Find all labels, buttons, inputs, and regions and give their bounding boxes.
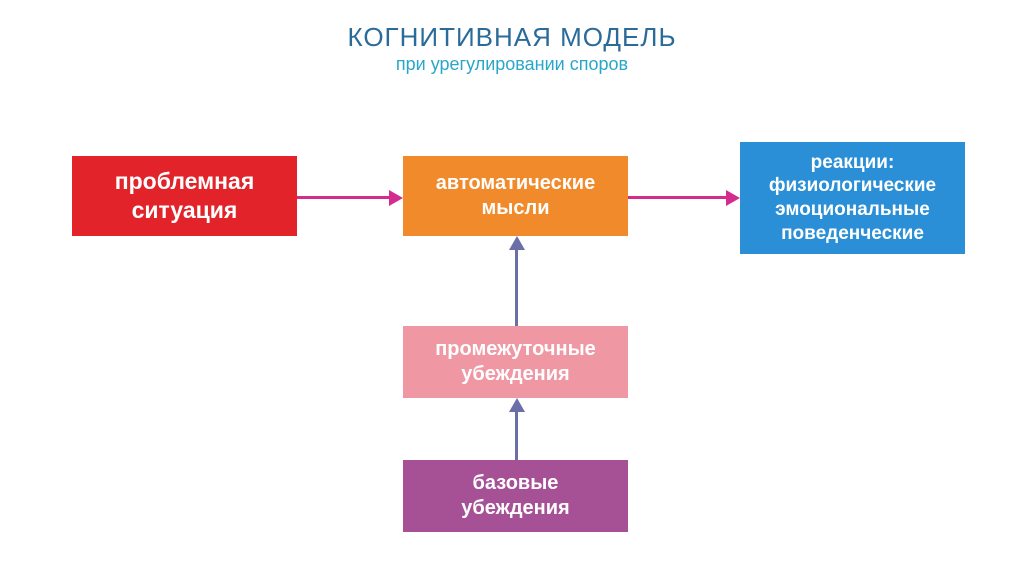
node-label: реакции:физиологическиеэмоциональныепове… — [769, 151, 936, 246]
diagram-title: КОГНИТИВНАЯ МОДЕЛЬ — [0, 22, 1024, 53]
diagram-subtitle: при урегулировании споров — [0, 54, 1024, 75]
node-base-beliefs: базовыеубеждения — [403, 460, 628, 532]
node-label: промежуточныеубеждения — [435, 337, 596, 387]
node-label: базовыеубеждения — [461, 471, 569, 521]
node-problem-situation: проблемнаяситуация — [72, 156, 297, 236]
node-label: автоматическиемысли — [436, 171, 595, 221]
node-reactions: реакции:физиологическиеэмоциональныепове… — [740, 142, 965, 254]
node-label: проблемнаяситуация — [115, 167, 255, 225]
node-intermediate-beliefs: промежуточныеубеждения — [403, 326, 628, 398]
node-automatic-thoughts: автоматическиемысли — [403, 156, 628, 236]
